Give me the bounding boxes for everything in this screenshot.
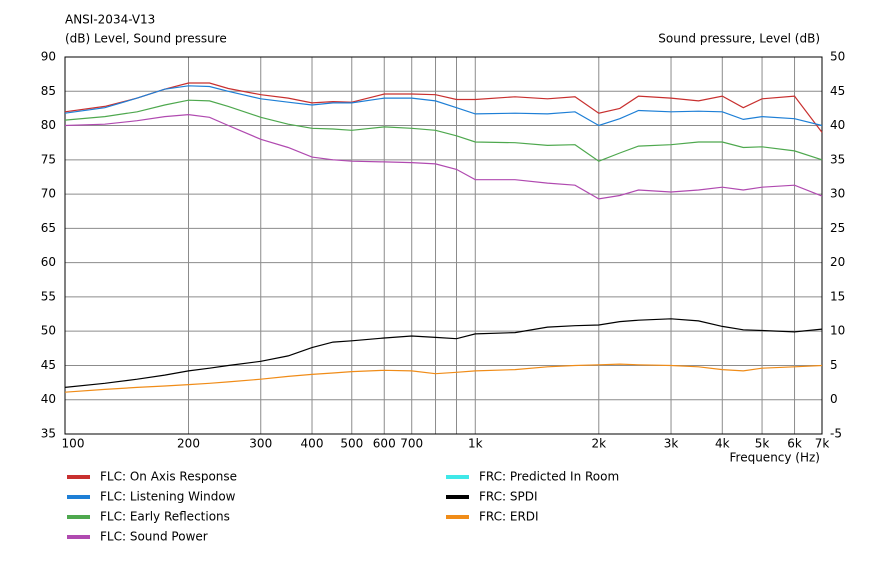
y2-tick-label: 35 xyxy=(830,152,845,166)
x-tick-label: 3k xyxy=(664,437,679,451)
y-tick-label: 60 xyxy=(41,255,56,269)
legend-swatch xyxy=(446,495,469,499)
y-tick-label: 80 xyxy=(41,118,56,132)
y2-tick-label: 40 xyxy=(830,118,845,132)
x-tick-label: 700 xyxy=(400,437,423,451)
legend-label: FLC: Early Reflections xyxy=(100,510,230,524)
y2-axis-label: Sound pressure, Level (dB) xyxy=(658,32,820,46)
legend-swatch xyxy=(446,475,469,479)
x-tick-label: 7k xyxy=(815,437,830,451)
legend-swatch xyxy=(67,475,90,479)
y-tick-label: 35 xyxy=(41,427,56,441)
legend-swatch xyxy=(446,515,469,519)
y2-tick-label: -5 xyxy=(830,427,842,441)
legend-label: FLC: Sound Power xyxy=(100,530,208,544)
x-axis-label: Frequency (Hz) xyxy=(730,451,821,465)
chart-title: ANSI-2034-V13 xyxy=(65,13,155,27)
legend-swatch xyxy=(67,515,90,519)
x-tick-label: 6k xyxy=(787,437,802,451)
y2-tick-label: 0 xyxy=(830,392,838,406)
x-tick-label: 600 xyxy=(373,437,396,451)
y2-tick-label: 50 xyxy=(830,50,845,64)
y-axis-label: (dB) Level, Sound pressure xyxy=(65,32,227,46)
series-line xyxy=(64,85,823,127)
y-tick-label: 75 xyxy=(41,152,56,166)
x-tick-label: 1k xyxy=(468,437,483,451)
y2-tick-label: 5 xyxy=(830,358,838,372)
legend-swatch xyxy=(67,495,90,499)
y-tick-label: 50 xyxy=(41,324,56,338)
legend-label: FLC: On Axis Response xyxy=(100,470,237,484)
series-line xyxy=(64,113,823,200)
y-tick-label: 70 xyxy=(41,187,56,201)
series-line xyxy=(64,318,823,388)
x-tick-label: 500 xyxy=(340,437,363,451)
legend-label: FLC: Listening Window xyxy=(100,490,236,504)
y2-tick-label: 20 xyxy=(830,255,845,269)
y2-tick-label: 45 xyxy=(830,84,845,98)
x-tick-label: 100 xyxy=(62,437,85,451)
y2-tick-label: 10 xyxy=(830,324,845,338)
y-tick-label: 40 xyxy=(41,392,56,406)
legend-label: FRC: Predicted In Room xyxy=(479,470,619,484)
y-tick-label: 65 xyxy=(41,221,56,235)
series-line xyxy=(64,363,823,393)
legend-label: FRC: SPDI xyxy=(479,490,538,504)
y2-tick-label: 25 xyxy=(830,221,845,235)
plot-frame xyxy=(64,56,823,435)
y-tick-label: 55 xyxy=(41,289,56,303)
x-tick-label: 200 xyxy=(177,437,200,451)
y-tick-label: 90 xyxy=(41,50,56,64)
series-line xyxy=(64,99,823,162)
x-tick-label: 5k xyxy=(755,437,770,451)
x-tick-label: 300 xyxy=(249,437,272,451)
series-line xyxy=(64,82,823,133)
x-tick-label: 2k xyxy=(591,437,606,451)
y2-tick-label: 15 xyxy=(830,289,845,303)
legend-label: FRC: ERDI xyxy=(479,510,539,524)
y-tick-label: 85 xyxy=(41,84,56,98)
y2-tick-label: 30 xyxy=(830,187,845,201)
y-tick-label: 45 xyxy=(41,358,56,372)
legend-swatch xyxy=(67,535,90,539)
x-tick-label: 400 xyxy=(301,437,324,451)
x-tick-label: 4k xyxy=(715,437,730,451)
